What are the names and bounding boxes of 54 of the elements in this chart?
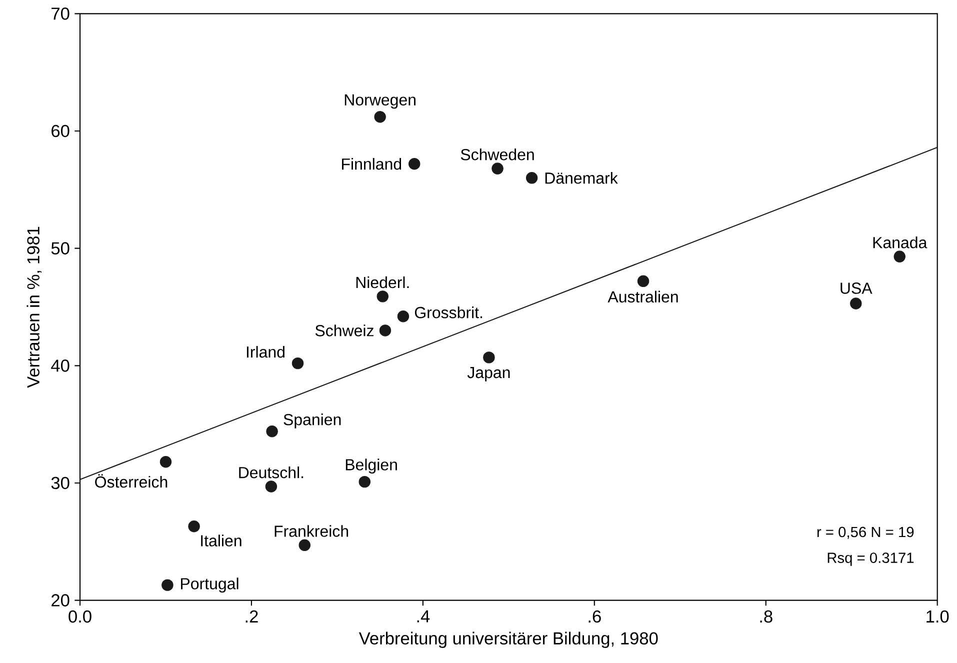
- point: [526, 172, 538, 184]
- x-axis-title: Verbreitung universitärer Bildung, 1980: [358, 632, 658, 648]
- annotation: Grossbrit.: [414, 306, 482, 318]
- point: [265, 480, 278, 492]
- point: [850, 298, 862, 310]
- point: [492, 162, 504, 174]
- point: [188, 520, 200, 532]
- point: [358, 476, 371, 488]
- annotation: Niederl.: [356, 276, 409, 288]
- y-tick-label: 60: [52, 124, 70, 138]
- y-tick-label: 50: [51, 242, 70, 254]
- annotation: Irland: [246, 346, 284, 358]
- point: [408, 158, 420, 170]
- point: [374, 111, 386, 123]
- point: [160, 456, 172, 468]
- annotation: Frankreich: [274, 525, 348, 537]
- annotation: Norwegen: [344, 94, 416, 109]
- annotation: Dänemark: [545, 172, 618, 184]
- point: [298, 539, 310, 552]
- point: [266, 425, 278, 438]
- annotation: Australien: [608, 290, 678, 303]
- annotation: Belgien: [346, 458, 397, 474]
- annotation: Italien: [201, 534, 242, 546]
- point: [894, 250, 906, 262]
- point: [397, 310, 410, 322]
- y-tick-label: 20: [52, 594, 70, 606]
- annotation: r = 0,56 N = 19: [817, 526, 914, 539]
- annotation: Deutschl.: [239, 466, 304, 478]
- annotation: Rsq = 0.3171: [828, 552, 914, 566]
- y-tick-label: 30: [51, 476, 70, 490]
- x-tick-label: .4: [417, 610, 430, 622]
- point: [162, 579, 174, 591]
- annotation: Kanada: [873, 236, 928, 248]
- x-tick-label: .6: [588, 610, 601, 623]
- annotation: Spanien: [284, 414, 341, 428]
- x-tick-label: 1.0: [926, 610, 949, 623]
- x-tick-label: .2: [246, 610, 258, 622]
- annotation: Schweden: [460, 148, 534, 160]
- annotation: Österreich: [95, 474, 168, 488]
- annotation: Japan: [467, 367, 510, 382]
- x-tick-label: 0.0: [68, 610, 92, 623]
- point: [637, 275, 650, 288]
- annotation: USA: [840, 282, 872, 294]
- annotation: Schweiz: [315, 324, 374, 336]
- point: [292, 357, 304, 370]
- y-axis-title: Vertrauen in %, 1981: [26, 226, 42, 388]
- point: [483, 352, 495, 364]
- x-tick-label: .8: [760, 610, 772, 623]
- y-tick-label: 70: [52, 8, 70, 20]
- point: [379, 324, 392, 336]
- y-tick-label: 40: [51, 360, 70, 372]
- annotation: Finnland: [342, 158, 402, 170]
- annotation: Portugal: [181, 578, 238, 593]
- point: [376, 290, 389, 302]
